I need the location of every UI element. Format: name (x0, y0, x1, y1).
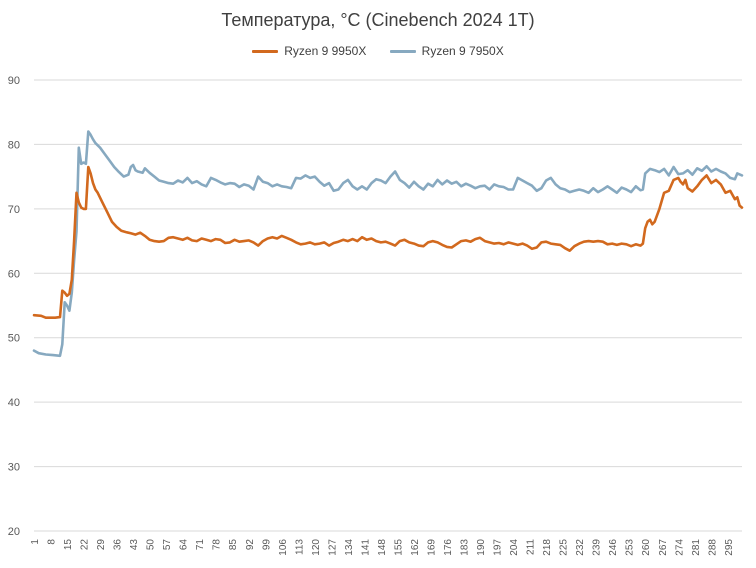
y-tick-label-80: 80 (8, 139, 20, 151)
x-tick-label-13: 92 (245, 539, 256, 551)
x-tick-label-27: 190 (476, 539, 487, 556)
x-tick-label-12: 85 (228, 539, 239, 551)
x-tick-label-35: 246 (608, 539, 619, 556)
x-tick-label-24: 169 (426, 539, 437, 556)
series-line-1 (32, 130, 744, 358)
x-tick-label-16: 113 (294, 539, 305, 555)
x-tick-label-1: 8 (47, 539, 58, 545)
x-tick-label-6: 43 (129, 539, 140, 551)
y-tick-label-20: 20 (8, 526, 20, 538)
y-tick-label-50: 50 (8, 333, 20, 345)
x-tick-label-4: 29 (96, 539, 107, 551)
legend-swatch-series-0 (252, 50, 279, 54)
x-tick-label-10: 71 (195, 539, 206, 551)
y-tick-label-60: 60 (8, 268, 20, 280)
x-tick-label-3: 22 (80, 539, 91, 551)
x-tick-label-40: 281 (691, 539, 702, 556)
chart-title: Температура, °C (Cinebench 2024 1T) (221, 10, 535, 30)
x-tick-label-34: 239 (592, 539, 603, 556)
x-tick-label-31: 218 (542, 539, 553, 556)
x-tick-label-37: 260 (641, 539, 652, 556)
x-tick-label-38: 267 (658, 539, 669, 556)
y-tick-label-40: 40 (8, 397, 20, 409)
legend-label-series-1: Ryzen 9 7950X (421, 44, 504, 58)
legend: Ryzen 9 9950X Ryzen 9 7950X (0, 44, 756, 58)
x-tick-label-18: 127 (327, 539, 338, 556)
x-tick-label-7: 50 (146, 539, 157, 551)
x-tick-label-32: 225 (559, 539, 570, 556)
x-tick-label-22: 155 (393, 539, 404, 556)
y-tick-label-90: 90 (8, 75, 20, 87)
x-tick-label-39: 274 (674, 539, 685, 556)
x-tick-label-17: 120 (311, 539, 322, 556)
x-tick-label-11: 78 (212, 539, 223, 551)
x-tick-label-42: 295 (724, 539, 735, 556)
y-tick-label-70: 70 (8, 204, 20, 216)
x-tick-label-26: 183 (460, 539, 471, 556)
legend-item-series-0: Ryzen 9 9950X (252, 44, 366, 58)
x-tick-label-5: 36 (113, 539, 124, 551)
series-line-0 (32, 165, 744, 319)
x-tick-label-41: 288 (707, 539, 718, 556)
x-tick-label-2: 15 (63, 539, 74, 551)
legend-label-series-0: Ryzen 9 9950X (284, 44, 367, 58)
x-tick-label-36: 253 (625, 539, 636, 556)
legend-item-series-1: Ryzen 9 7950X (389, 44, 504, 58)
x-tick-label-14: 99 (261, 539, 272, 551)
x-tick-label-33: 232 (575, 539, 586, 556)
x-tick-label-25: 176 (443, 539, 454, 556)
x-tick-label-0: 1 (30, 539, 41, 545)
x-tick-label-9: 64 (179, 539, 190, 551)
x-tick-label-8: 57 (162, 539, 173, 551)
x-tick-label-29: 204 (509, 539, 520, 556)
x-tick-label-23: 162 (410, 539, 421, 556)
x-tick-label-15: 106 (278, 539, 289, 556)
legend-swatch-series-1 (389, 50, 416, 54)
x-tick-label-19: 134 (344, 539, 355, 556)
x-tick-label-21: 148 (377, 539, 388, 556)
x-tick-label-30: 211 (526, 539, 537, 555)
x-tick-label-20: 141 (360, 539, 371, 556)
x-tick-label-28: 197 (493, 539, 504, 556)
y-tick-label-30: 30 (8, 462, 20, 474)
